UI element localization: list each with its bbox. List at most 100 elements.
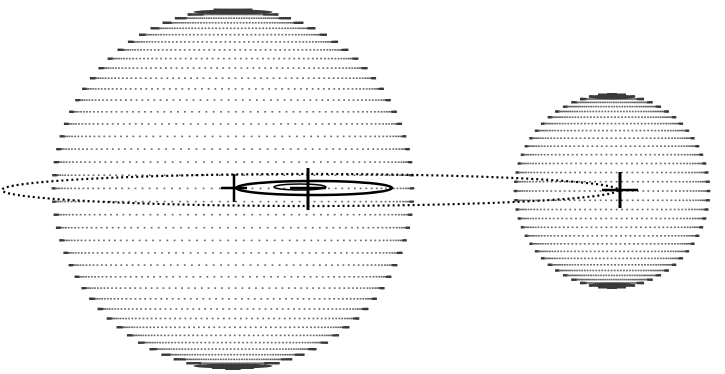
mesh-dot xyxy=(657,137,660,139)
mesh-dot xyxy=(259,226,261,229)
mesh-dot xyxy=(268,17,271,19)
mesh-dot xyxy=(290,99,292,101)
mesh-dot xyxy=(236,353,239,356)
mesh-dot xyxy=(322,88,325,90)
mesh-dot xyxy=(108,187,111,190)
mesh-dot xyxy=(106,308,109,310)
mesh-dot xyxy=(313,308,316,310)
mesh-dot xyxy=(366,252,369,254)
mesh-dot xyxy=(324,239,326,242)
mesh-dot xyxy=(110,111,113,113)
mesh-dot xyxy=(647,264,649,266)
mesh-dot xyxy=(260,326,262,329)
mesh-dot xyxy=(615,101,617,104)
mesh-dot xyxy=(266,239,268,242)
mesh-dot xyxy=(349,308,351,310)
mesh-dot xyxy=(131,308,134,310)
mesh-dot xyxy=(299,27,301,30)
mesh-dot xyxy=(267,200,270,203)
mesh-dot xyxy=(113,298,116,300)
mesh-dot xyxy=(623,286,626,289)
mesh-dot xyxy=(230,13,233,16)
mesh-dot xyxy=(94,298,97,300)
mesh-dot xyxy=(571,116,574,118)
mesh-dot xyxy=(644,257,647,260)
mesh-dot xyxy=(550,180,553,183)
mesh-dot xyxy=(590,153,593,156)
mesh-dot xyxy=(265,362,268,365)
mesh-dot xyxy=(545,122,547,125)
mesh-dot xyxy=(597,274,600,277)
mesh-dot xyxy=(251,27,254,30)
mesh-dot xyxy=(134,287,137,289)
mesh-dot xyxy=(196,298,198,300)
mesh-dot xyxy=(329,334,332,337)
mesh-dot xyxy=(66,135,69,138)
mesh-dot xyxy=(597,98,600,100)
mesh-dot xyxy=(664,137,667,139)
mesh-dot xyxy=(275,17,278,19)
mesh-dot xyxy=(88,88,90,90)
mesh-dot xyxy=(220,358,222,361)
mesh-dot xyxy=(550,235,552,237)
mesh-dot xyxy=(561,122,564,125)
mesh-dot xyxy=(649,137,652,139)
mesh-dot xyxy=(191,111,193,113)
mesh-dot xyxy=(584,171,586,174)
mesh-dot xyxy=(695,190,698,192)
mesh-dot xyxy=(156,264,159,266)
mesh-dot xyxy=(342,308,345,310)
mesh-dot xyxy=(544,250,547,253)
mesh-dot xyxy=(149,77,152,79)
mesh-dot xyxy=(219,213,221,216)
mesh-dot xyxy=(204,67,207,69)
mesh-dot xyxy=(686,217,689,220)
mesh-dot xyxy=(525,162,527,165)
mesh-dot xyxy=(189,123,192,125)
mesh-dot xyxy=(228,308,231,310)
mesh-dot xyxy=(164,27,167,30)
mesh-dot xyxy=(187,334,190,337)
mesh-dot xyxy=(610,180,613,183)
mesh-dot xyxy=(347,111,350,113)
mesh-dot xyxy=(585,250,588,253)
mesh-dot xyxy=(330,67,333,69)
mesh-dot xyxy=(56,187,59,190)
mesh-dot xyxy=(682,250,685,253)
mesh-dot xyxy=(647,110,650,113)
mesh-dot xyxy=(98,135,101,138)
mesh-dot xyxy=(287,252,290,254)
mesh-dot xyxy=(155,27,159,30)
mesh-dot xyxy=(218,348,221,350)
mesh-dot xyxy=(184,17,188,20)
mesh-dot xyxy=(124,308,126,310)
mesh-dot xyxy=(159,67,162,69)
mesh-dot xyxy=(282,358,285,361)
mesh-dot xyxy=(84,213,86,216)
mesh-dot xyxy=(334,49,337,51)
mesh-dot xyxy=(605,153,608,156)
mesh-dot xyxy=(597,101,600,104)
mesh-dot xyxy=(677,235,680,237)
mesh-dot xyxy=(282,148,284,150)
mesh-dot xyxy=(199,353,202,356)
mesh-dot xyxy=(310,326,312,329)
mesh-dot xyxy=(94,276,96,278)
mesh-dot xyxy=(162,88,165,90)
mesh-dot xyxy=(193,326,195,329)
mesh-dot xyxy=(631,98,634,100)
mesh-dot xyxy=(313,67,315,69)
mesh-dot xyxy=(259,161,262,163)
mesh-dot xyxy=(209,362,212,364)
mesh-dot xyxy=(580,226,583,229)
mesh-dot xyxy=(263,276,265,278)
mesh-dot xyxy=(573,257,576,260)
mesh-dot xyxy=(651,105,653,108)
mesh-dot xyxy=(633,243,635,245)
mesh-dot xyxy=(594,98,597,100)
mesh-dot xyxy=(166,99,168,101)
mesh-dot xyxy=(119,239,122,242)
mesh-dot xyxy=(229,27,232,30)
mesh-dot xyxy=(93,213,96,216)
mesh-dot xyxy=(265,27,268,30)
